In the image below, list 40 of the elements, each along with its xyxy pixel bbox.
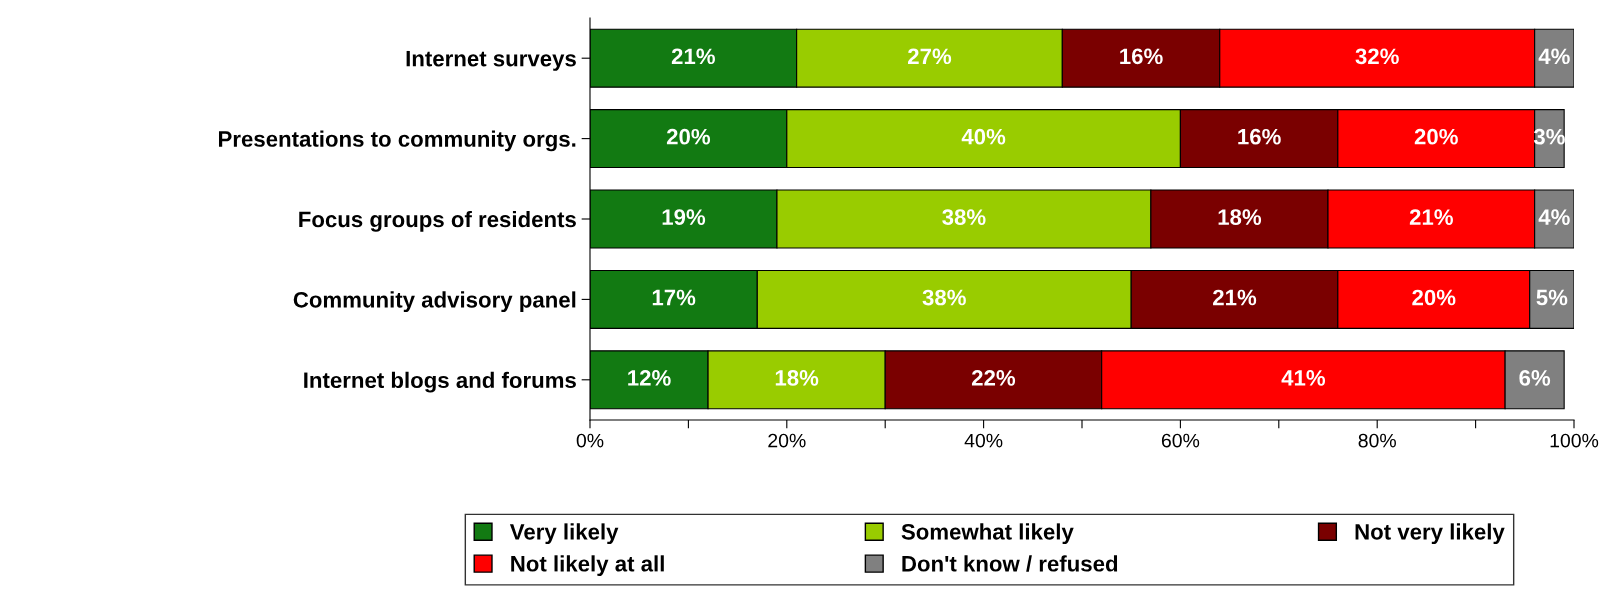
legend-label: Somewhat likely xyxy=(901,523,1074,545)
data-label: 38% xyxy=(942,209,986,225)
data-label: 18% xyxy=(775,370,819,386)
data-label: 6% xyxy=(1519,370,1551,386)
data-label: 40% xyxy=(961,128,1006,145)
x-tick-label: 80% xyxy=(1358,433,1396,448)
data-label: 21% xyxy=(1409,209,1453,225)
data-label: 18% xyxy=(1218,209,1262,225)
data-label: 17% xyxy=(652,289,696,306)
y-tick-label: Internet blogs and forums xyxy=(304,371,576,393)
data-label: 41% xyxy=(1281,370,1326,386)
y-tick-label: Presentations to community orgs. xyxy=(218,130,576,152)
legend-label: Don't know / refused xyxy=(902,555,1118,572)
data-label: 16% xyxy=(1120,48,1163,65)
data-label: 27% xyxy=(908,48,952,65)
data-label: 20% xyxy=(1414,128,1458,145)
data-label: 22% xyxy=(971,370,1016,386)
y-tick-label: Community advisory panel xyxy=(293,291,576,313)
x-tick-label: 40% xyxy=(964,433,1003,448)
legend-label: Very likely xyxy=(509,523,619,545)
data-label: 5% xyxy=(1536,289,1568,306)
x-tick-label: 100% xyxy=(1550,433,1599,448)
x-tick-label: 20% xyxy=(768,433,806,448)
data-label: 16% xyxy=(1238,128,1281,145)
legend-label: Not very likely xyxy=(1355,523,1505,545)
x-tick-label: 0% xyxy=(576,433,604,448)
data-label: 32% xyxy=(1355,48,1399,65)
legend-label: Not likely at all xyxy=(511,555,664,576)
x-tick-label: 60% xyxy=(1161,433,1200,448)
data-label: 4% xyxy=(1538,209,1570,225)
y-tick-label: Internet surveys xyxy=(406,50,576,71)
y-tick-label: Focus groups of residents xyxy=(299,210,576,232)
data-label: 21% xyxy=(671,48,715,65)
data-label: 4% xyxy=(1538,48,1570,65)
data-label: 19% xyxy=(662,209,706,225)
data-label: 20% xyxy=(666,128,711,145)
data-label: 20% xyxy=(1412,289,1456,306)
data-label: 12% xyxy=(628,370,671,386)
data-label: 21% xyxy=(1213,289,1257,306)
data-label: 38% xyxy=(922,289,966,306)
